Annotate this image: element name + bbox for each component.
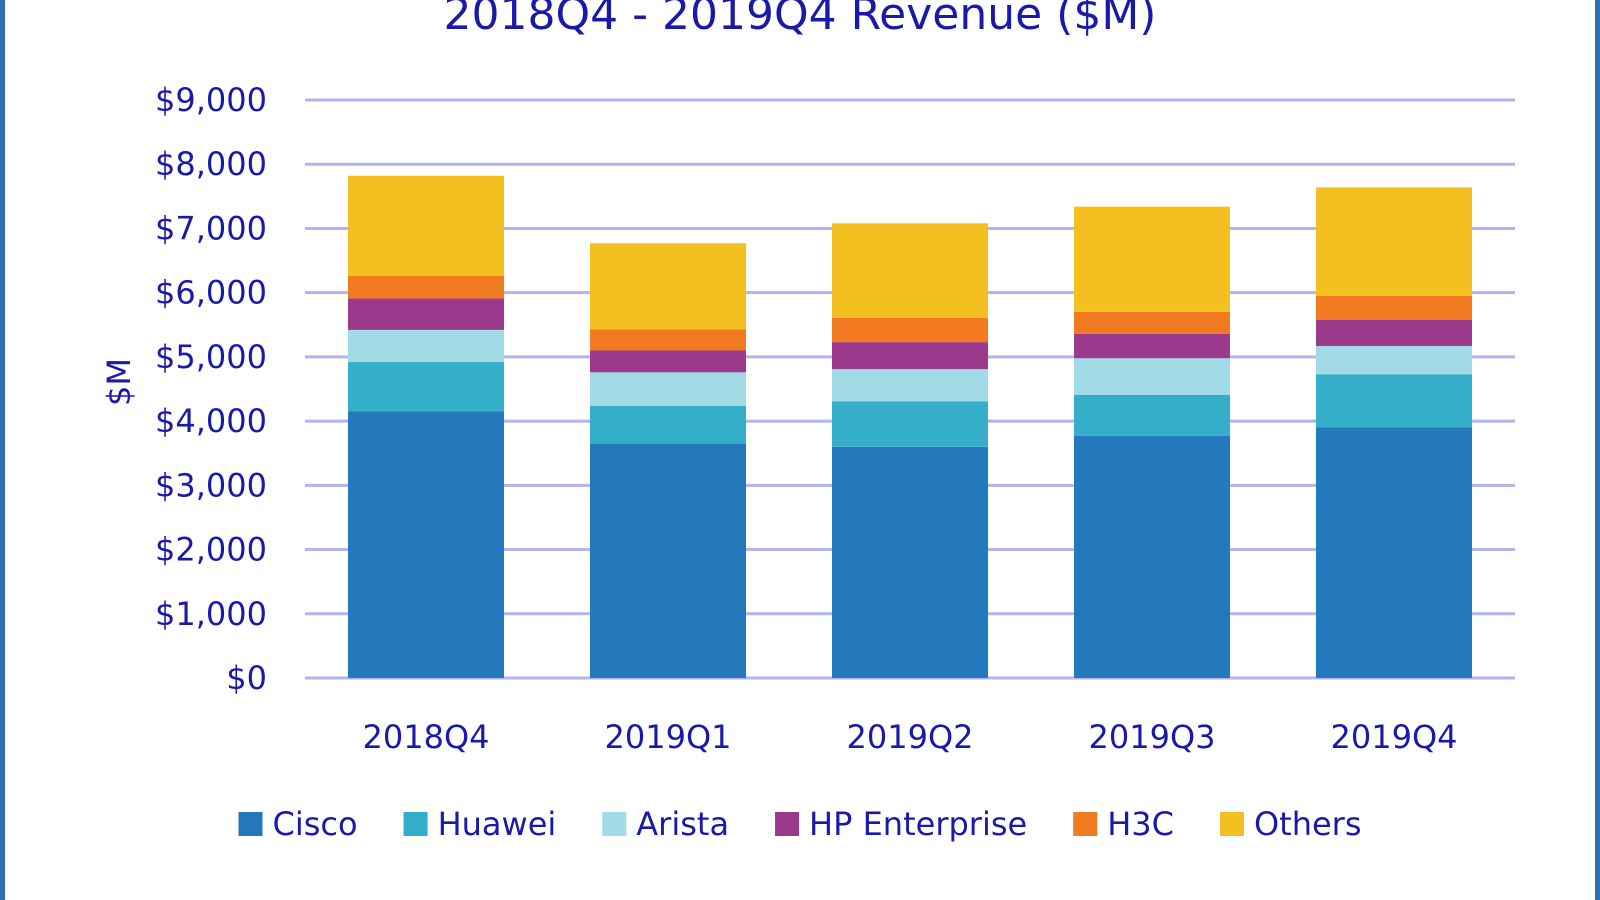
- y-tick-label: $5,000: [155, 338, 267, 376]
- bar-stack-2019Q2: [832, 223, 988, 678]
- y-axis-label: $M: [100, 358, 138, 406]
- bar-segment-arista: [1074, 358, 1230, 395]
- legend-label: Huawei: [438, 805, 557, 843]
- y-tick-label: $8,000: [155, 145, 267, 183]
- legend-label: Others: [1254, 805, 1362, 843]
- legend-item-others: Others: [1219, 805, 1362, 843]
- y-tick-label: $0: [226, 659, 267, 697]
- bar-segment-hp-enterprise: [1074, 333, 1230, 359]
- x-tick-label: 2018Q4: [363, 718, 490, 756]
- x-axis-ticks: 2018Q4 2019Q1 2019Q2 2019Q3 2019Q4: [363, 718, 1458, 756]
- bar-segment-huawei: [348, 362, 504, 412]
- bar-segment-arista: [590, 372, 746, 406]
- legend-item-arista: Arista: [602, 805, 729, 843]
- legend-item-hp-enterprise: HP Enterprise: [775, 805, 1027, 843]
- legend-swatch: [602, 812, 627, 836]
- bar-segment-huawei: [1316, 374, 1472, 428]
- legend-swatch: [238, 812, 263, 836]
- legend-swatch: [775, 812, 800, 836]
- chart-title: 2018Q4 - 2019Q4 Revenue ($M): [444, 0, 1157, 40]
- y-tick-label: $9,000: [155, 81, 267, 119]
- bar-segment-cisco: [1316, 427, 1472, 678]
- y-tick-label: $2,000: [155, 531, 267, 569]
- bar-stack-2019Q1: [590, 243, 746, 678]
- legend-swatch: [1073, 812, 1098, 836]
- y-tick-label: $3,000: [155, 466, 267, 504]
- y-tick-label: $1,000: [155, 595, 267, 633]
- bars: [348, 175, 1472, 678]
- legend-item-huawei: Huawei: [403, 805, 557, 843]
- legend-swatch: [1219, 812, 1244, 836]
- bar-segment-cisco: [348, 411, 504, 678]
- bar-segment-h3c: [1074, 311, 1230, 334]
- bar-segment-hp-enterprise: [832, 342, 988, 370]
- x-tick-label: 2019Q2: [847, 718, 974, 756]
- x-tick-label: 2019Q3: [1089, 718, 1216, 756]
- legend-item-cisco: Cisco: [238, 805, 358, 843]
- legend-swatch: [403, 812, 428, 836]
- legend-label: HP Enterprise: [809, 805, 1027, 843]
- bar-segment-huawei: [1074, 394, 1230, 436]
- bar-stack-2018Q4: [348, 175, 504, 678]
- bar-segment-arista: [1316, 345, 1472, 375]
- bar-segment-h3c: [348, 275, 504, 299]
- bar-segment-others: [1316, 187, 1472, 296]
- bar-stack-2019Q3: [1074, 206, 1230, 678]
- x-tick-label: 2019Q4: [1331, 718, 1458, 756]
- bar-segment-others: [832, 223, 988, 318]
- bar-segment-h3c: [590, 329, 746, 351]
- bar-segment-hp-enterprise: [590, 350, 746, 373]
- bar-segment-h3c: [1316, 295, 1472, 320]
- bar-segment-cisco: [832, 446, 988, 678]
- bar-segment-cisco: [1074, 435, 1230, 678]
- bar-segment-hp-enterprise: [1316, 319, 1472, 346]
- legend-item-h3c: H3C: [1073, 805, 1174, 843]
- bar-segment-hp-enterprise: [348, 298, 504, 330]
- y-tick-label: $6,000: [155, 274, 267, 312]
- x-tick-label: 2019Q1: [605, 718, 732, 756]
- y-tick-label: $4,000: [155, 402, 267, 440]
- y-tick-label: $7,000: [155, 209, 267, 247]
- bar-segment-huawei: [832, 401, 988, 447]
- bar-segment-others: [1074, 206, 1230, 312]
- bar-stack-2019Q4: [1316, 187, 1472, 678]
- legend-label: H3C: [1107, 805, 1174, 843]
- legend-label: Cisco: [273, 805, 358, 843]
- y-axis-ticks: $0 $1,000 $2,000 $3,000 $4,000 $5,000 $6,000 $7…: [155, 81, 267, 697]
- legend-label: Arista: [636, 805, 729, 843]
- bar-segment-others: [348, 175, 504, 276]
- bar-segment-huawei: [590, 405, 746, 444]
- bar-segment-arista: [348, 329, 504, 363]
- bar-segment-h3c: [832, 317, 988, 343]
- bar-segment-others: [590, 243, 746, 330]
- legend: Cisco Huawei Arista HP Enterprise H3C Others: [238, 805, 1362, 843]
- bar-segment-cisco: [590, 443, 746, 678]
- bar-segment-arista: [832, 369, 988, 402]
